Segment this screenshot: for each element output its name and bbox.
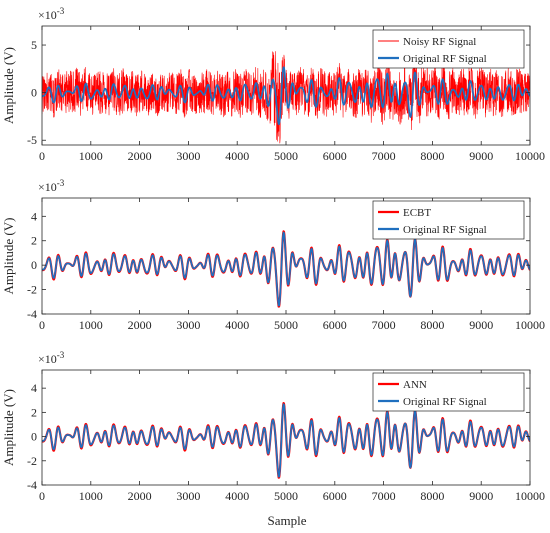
legend-box xyxy=(372,29,525,69)
y-tick-label: -4 xyxy=(27,307,37,321)
y-exponent-label: ×10-3 xyxy=(38,350,65,366)
x-tick-label: 6000 xyxy=(323,149,347,163)
chart-panel-3: 0 1000 2000 3000 4000 5000 6000 7000 8000 9000 100… xyxy=(1,350,545,503)
y-tick-label: 0 xyxy=(31,430,37,444)
x-tick-label: 10000 xyxy=(515,318,545,332)
y-tick-label: -4 xyxy=(27,478,37,492)
y-tick-label: 0 xyxy=(31,258,37,272)
legend: ECBT Original RF Signal xyxy=(372,200,525,240)
legend-entry: Original RF Signal xyxy=(403,396,487,408)
plot-area xyxy=(42,401,530,479)
x-tick-label: 8000 xyxy=(420,318,444,332)
x-tick-label: 8000 xyxy=(420,489,444,503)
x-tick-label: 0 xyxy=(39,318,45,332)
y-tick-label: 0 xyxy=(31,86,37,100)
plot-area xyxy=(42,230,530,308)
y-axis-label: Amplitude (V) xyxy=(1,218,16,295)
y-exponent-label: ×10-3 xyxy=(38,178,65,194)
figure-xlabel: Sample xyxy=(268,513,307,528)
y-tick-label: -5 xyxy=(27,133,37,147)
x-tick-label: 6000 xyxy=(323,318,347,332)
legend-box xyxy=(372,200,525,240)
legend-entry: ANN xyxy=(403,379,427,391)
legend-entry: Original RF Signal xyxy=(403,53,487,65)
x-tick-label: 4000 xyxy=(225,149,249,163)
legend-box xyxy=(372,372,525,412)
y-axis-label: Amplitude (V) xyxy=(1,389,16,466)
x-tick-label: 1000 xyxy=(79,149,103,163)
x-tick-label: 9000 xyxy=(469,149,493,163)
x-tick-label: 10000 xyxy=(515,149,545,163)
plot-area xyxy=(42,51,530,144)
x-tick-label: 10000 xyxy=(515,489,545,503)
x-tick-label: 5000 xyxy=(274,318,298,332)
x-tick-label: 3000 xyxy=(176,318,200,332)
x-tick-label: 2000 xyxy=(128,149,152,163)
x-tick-label: 0 xyxy=(39,149,45,163)
y-tick-label: 5 xyxy=(31,38,37,52)
x-tick-label: 3000 xyxy=(176,489,200,503)
y-axis-label: Amplitude (V) xyxy=(1,47,16,124)
series-line-original-rf-signal xyxy=(42,231,530,307)
x-tick-label: 8000 xyxy=(420,149,444,163)
series-line-original-rf-signal xyxy=(42,403,530,478)
x-tick-label: 4000 xyxy=(225,489,249,503)
x-tick-label: 7000 xyxy=(372,489,396,503)
legend-entry: Noisy RF Signal xyxy=(403,36,476,48)
x-tick-label: 2000 xyxy=(128,318,152,332)
y-tick-label: -2 xyxy=(27,283,37,297)
legend: Noisy RF Signal Original RF Signal xyxy=(372,29,525,69)
chart-panel-2: 0 1000 2000 3000 4000 5000 6000 7000 8000 9000 100… xyxy=(1,178,545,332)
legend-entry: Original RF Signal xyxy=(403,224,487,236)
chart-panel-1: 0 1000 2000 3000 4000 5000 6000 7000 8000 9000 100… xyxy=(1,6,545,163)
y-tick-label: 2 xyxy=(31,234,37,248)
y-tick-label: 2 xyxy=(31,405,37,419)
x-tick-label: 5000 xyxy=(274,489,298,503)
x-tick-label: 5000 xyxy=(274,149,298,163)
x-tick-label: 2000 xyxy=(128,489,152,503)
x-tick-label: 7000 xyxy=(372,149,396,163)
x-tick-label: 6000 xyxy=(323,489,347,503)
y-tick-label: 4 xyxy=(31,381,37,395)
series-line-original-rf-signal xyxy=(42,66,530,125)
x-tick-label: 9000 xyxy=(469,318,493,332)
legend-entry: ECBT xyxy=(403,207,431,219)
x-tick-label: 7000 xyxy=(372,318,396,332)
x-tick-label: 9000 xyxy=(469,489,493,503)
x-tick-label: 1000 xyxy=(79,489,103,503)
y-tick-label: -2 xyxy=(27,454,37,468)
legend: ANN Original RF Signal xyxy=(372,372,525,412)
x-tick-label: 1000 xyxy=(79,318,103,332)
y-tick-label: 4 xyxy=(31,209,37,223)
x-tick-label: 4000 xyxy=(225,318,249,332)
x-tick-label: 0 xyxy=(39,489,45,503)
x-tick-label: 3000 xyxy=(176,149,200,163)
y-exponent-label: ×10-3 xyxy=(38,6,65,22)
